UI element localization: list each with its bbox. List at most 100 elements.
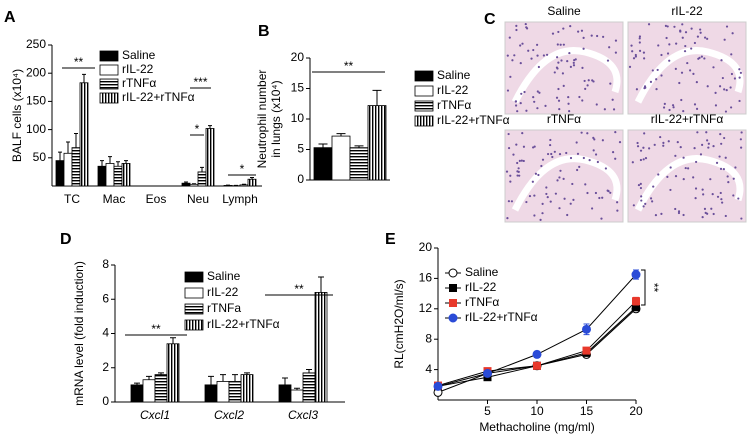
x-tick-label: Cxcl1 — [140, 408, 170, 422]
cell — [512, 153, 515, 156]
cell — [730, 106, 733, 109]
cell — [549, 138, 552, 142]
legend-swatch — [184, 303, 204, 315]
bar — [314, 291, 328, 403]
cell — [515, 28, 518, 32]
cell — [575, 141, 578, 144]
cell — [516, 161, 519, 165]
cell — [523, 90, 526, 94]
y-tick-label: 200 — [26, 65, 46, 79]
cell — [614, 131, 617, 134]
cell — [660, 74, 663, 77]
cell — [514, 104, 518, 107]
cell — [555, 96, 559, 99]
cell — [677, 211, 681, 215]
cell — [507, 132, 510, 136]
cell — [533, 194, 536, 197]
x-axis-label: Methacholine (mg/ml) — [479, 420, 594, 434]
legend-swatch — [184, 319, 204, 331]
cell — [659, 135, 662, 139]
cell — [609, 191, 612, 194]
cell — [638, 41, 641, 44]
cell — [545, 192, 548, 196]
cell — [582, 156, 585, 160]
cell — [569, 202, 572, 205]
cell — [704, 36, 707, 39]
cell — [740, 146, 743, 149]
cell — [643, 85, 647, 88]
cell — [507, 146, 511, 150]
cell — [521, 42, 524, 45]
cell — [558, 176, 561, 179]
cell — [739, 138, 742, 141]
cell — [507, 200, 511, 203]
legend-swatch — [99, 78, 119, 90]
cell — [686, 61, 689, 65]
x-tick-label: 5 — [484, 404, 491, 418]
significance: *** — [193, 75, 207, 89]
cell — [690, 27, 693, 30]
cell — [519, 102, 522, 105]
cell — [567, 96, 570, 99]
legend-marker — [449, 299, 457, 307]
cell — [730, 72, 734, 76]
cell — [549, 200, 552, 203]
marker — [483, 368, 492, 378]
cell — [511, 59, 514, 62]
cell — [572, 61, 575, 64]
cell — [711, 193, 714, 196]
cell — [532, 95, 535, 99]
y-tick-label: 0 — [297, 172, 304, 186]
y-tick-label: 50 — [33, 150, 47, 164]
cell — [663, 102, 666, 105]
cell — [614, 51, 617, 54]
cell — [524, 22, 527, 26]
cell — [609, 82, 612, 85]
cell — [522, 159, 525, 163]
legend-label: rIL-22 — [207, 285, 239, 299]
cell — [723, 136, 726, 140]
cell — [533, 214, 536, 217]
cell — [725, 88, 728, 92]
cell — [732, 194, 735, 197]
cell — [587, 79, 590, 82]
cell — [696, 131, 699, 134]
cell — [710, 207, 713, 210]
cell — [739, 71, 742, 74]
cell — [712, 212, 715, 216]
cell — [655, 78, 658, 81]
x-tick-label: 20 — [629, 404, 643, 418]
cell — [701, 188, 704, 191]
bar — [142, 379, 156, 403]
error-bar — [170, 337, 176, 344]
cell — [651, 69, 654, 72]
cell — [724, 214, 727, 218]
legend-label: Saline — [437, 68, 471, 82]
cell — [706, 85, 709, 88]
cell — [648, 147, 651, 150]
error-bar — [158, 372, 164, 375]
cell — [516, 174, 519, 177]
cell — [721, 201, 724, 204]
legend-label: rIL-22+rTNFα — [122, 90, 195, 104]
image-caption: Saline — [547, 4, 581, 18]
cell — [682, 178, 685, 181]
bar — [63, 152, 73, 187]
error-bar — [134, 382, 140, 385]
cell — [687, 167, 690, 170]
cell — [714, 91, 717, 94]
cell — [541, 202, 544, 205]
cell — [651, 200, 654, 203]
cell — [521, 132, 524, 135]
cell — [584, 87, 587, 90]
cell — [729, 86, 732, 89]
cell — [568, 51, 571, 55]
cell — [519, 61, 522, 65]
cell — [558, 108, 561, 111]
cell — [727, 181, 730, 184]
error-bar — [336, 133, 346, 137]
y-axis-label: RL(cmH2O/ml/s) — [392, 279, 406, 368]
error-bar — [242, 183, 246, 185]
airway — [634, 47, 744, 104]
y-tick-label: 0 — [102, 394, 109, 408]
